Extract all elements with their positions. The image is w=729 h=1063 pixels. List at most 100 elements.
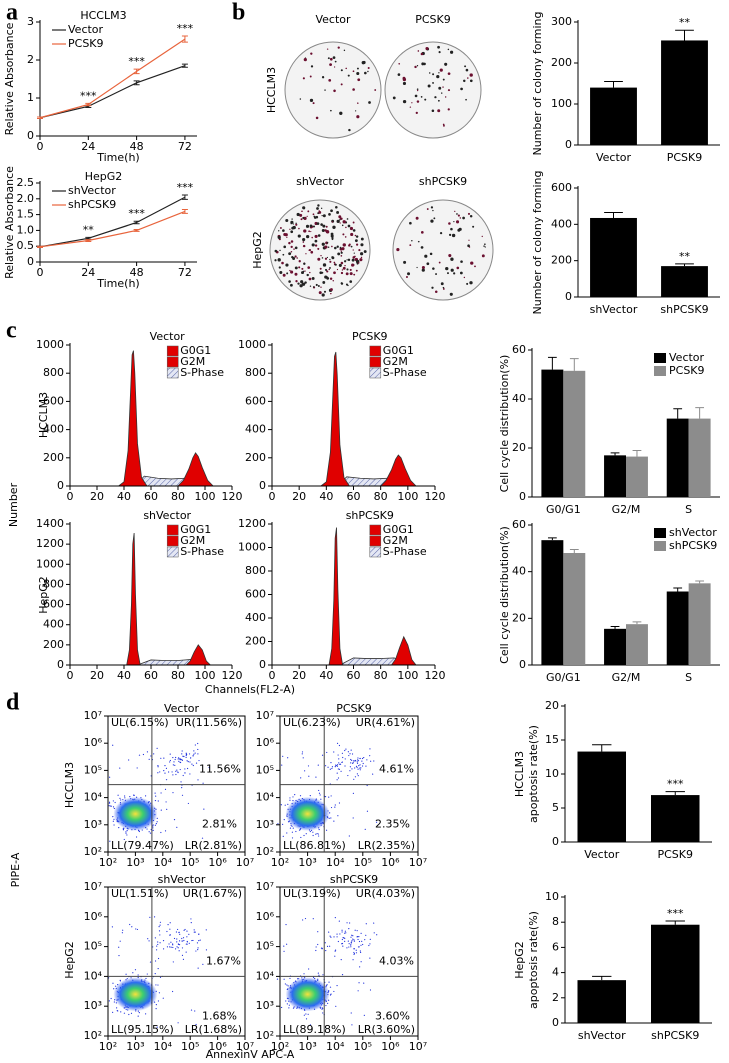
colony-texture	[338, 263, 342, 267]
colony-texture	[331, 236, 334, 240]
scatter-dot	[329, 986, 332, 988]
y-tick-label: 200	[245, 451, 266, 464]
scatter-dot	[356, 936, 358, 938]
y-axis-label: HCCLM3	[513, 751, 526, 797]
scatter-dot	[125, 831, 127, 833]
colony-texture	[428, 72, 431, 74]
colony-texture	[330, 232, 334, 236]
y-tick-label: 2	[27, 53, 34, 66]
colony-texture	[483, 245, 485, 247]
scatter-dot	[136, 767, 138, 769]
row-label: HepG2	[37, 576, 50, 614]
y-axis-label: Cell cycle distribution(%)	[498, 355, 511, 493]
error-bar	[37, 116, 43, 120]
plate-label: PCSK9	[415, 13, 451, 26]
annotation: ***	[128, 55, 145, 68]
colony-texture	[320, 255, 322, 257]
scatter-dot	[357, 775, 359, 777]
colony-texture	[309, 224, 313, 228]
scatter-dot	[300, 836, 302, 839]
scatter-dot	[177, 1022, 179, 1024]
y-tick-label: 2	[552, 991, 559, 1004]
legend-label: shPCSK9	[669, 539, 717, 552]
x-tick-label: 0	[67, 490, 74, 503]
colony-texture	[474, 265, 476, 268]
colony-texture	[320, 207, 323, 210]
colony-texture	[430, 219, 434, 223]
y-tick-label: 400	[551, 217, 572, 230]
colony-texture	[317, 247, 320, 250]
scatter-dot	[283, 819, 285, 821]
y-tick-label: 4	[552, 966, 559, 979]
scatter-dot	[282, 755, 284, 757]
scatter-dot	[324, 942, 326, 944]
x-tick-label: 10²	[99, 1040, 117, 1053]
scatter-dot	[187, 802, 189, 805]
x-axis-label: Time(h)	[96, 151, 139, 164]
quadrant-label: UR(4.03%)	[356, 887, 415, 900]
colony-texture	[447, 48, 450, 51]
scatter-dot	[178, 943, 181, 946]
colony-texture	[283, 233, 287, 237]
y-tick-label: 1.5	[17, 208, 35, 221]
scatter-dot	[169, 928, 171, 930]
scatter-dot	[318, 974, 320, 976]
scatter-dot	[159, 976, 162, 978]
scatter-dot	[336, 772, 338, 774]
colony-texture	[337, 252, 341, 256]
scatter-dot	[171, 771, 173, 773]
scatter-dot	[303, 834, 305, 837]
scatter-dot	[181, 750, 183, 752]
scatter-dot	[325, 949, 327, 952]
x-tick-label: 120	[222, 490, 243, 503]
x-tick-label: 20	[292, 669, 306, 682]
scatter-dot	[154, 972, 156, 975]
scatter-dot	[369, 938, 371, 940]
scatter-dot	[315, 776, 317, 778]
scatter-dot	[318, 789, 320, 792]
colony-texture	[281, 261, 284, 265]
scatter-dot	[352, 935, 354, 937]
scatter-density	[285, 796, 330, 831]
colony-texture	[320, 223, 323, 226]
colony-texture	[312, 213, 315, 216]
y-tick-label: 0	[57, 658, 64, 671]
y-tick-label: 10⁷	[256, 709, 274, 722]
x-tick-label: S	[685, 671, 692, 684]
y-tick-label: 1200	[238, 517, 266, 530]
scatter-dot	[172, 764, 174, 766]
scatter-dot	[138, 1012, 140, 1014]
colony-texture	[321, 293, 325, 297]
colony-texture	[464, 65, 467, 68]
scatter-dot	[158, 992, 161, 994]
scatter-dot	[189, 761, 191, 763]
scatter-dot	[309, 830, 311, 833]
colony-texture	[457, 214, 460, 217]
scatter-dot	[116, 1007, 118, 1009]
colony-texture	[332, 280, 334, 282]
scatter-dot	[176, 941, 178, 943]
bar	[577, 751, 627, 842]
y-tick-label: 1200	[36, 537, 64, 550]
scatter-dot	[197, 967, 199, 969]
plate-label: shPCSK9	[419, 175, 467, 188]
colony-texture	[317, 285, 320, 287]
y-tick-label: 10³	[84, 999, 102, 1012]
colony-texture	[322, 214, 326, 218]
scatter-dot	[286, 984, 288, 986]
scatter-dot	[113, 824, 115, 826]
colony-texture	[367, 66, 370, 69]
colony-texture	[420, 231, 424, 234]
scatter-dot	[328, 931, 330, 933]
colony-texture	[363, 250, 367, 254]
colony-texture	[335, 206, 338, 209]
scatter-dot	[149, 961, 152, 963]
plot-frame	[279, 715, 419, 853]
legend-swatch	[369, 367, 382, 379]
colony-texture	[315, 116, 319, 120]
colony-texture	[319, 271, 323, 275]
chart-title: HCCLM3	[80, 9, 126, 22]
colony-texture	[338, 215, 342, 219]
scatter-dot	[154, 824, 156, 826]
scatter-texture	[276, 917, 378, 1026]
